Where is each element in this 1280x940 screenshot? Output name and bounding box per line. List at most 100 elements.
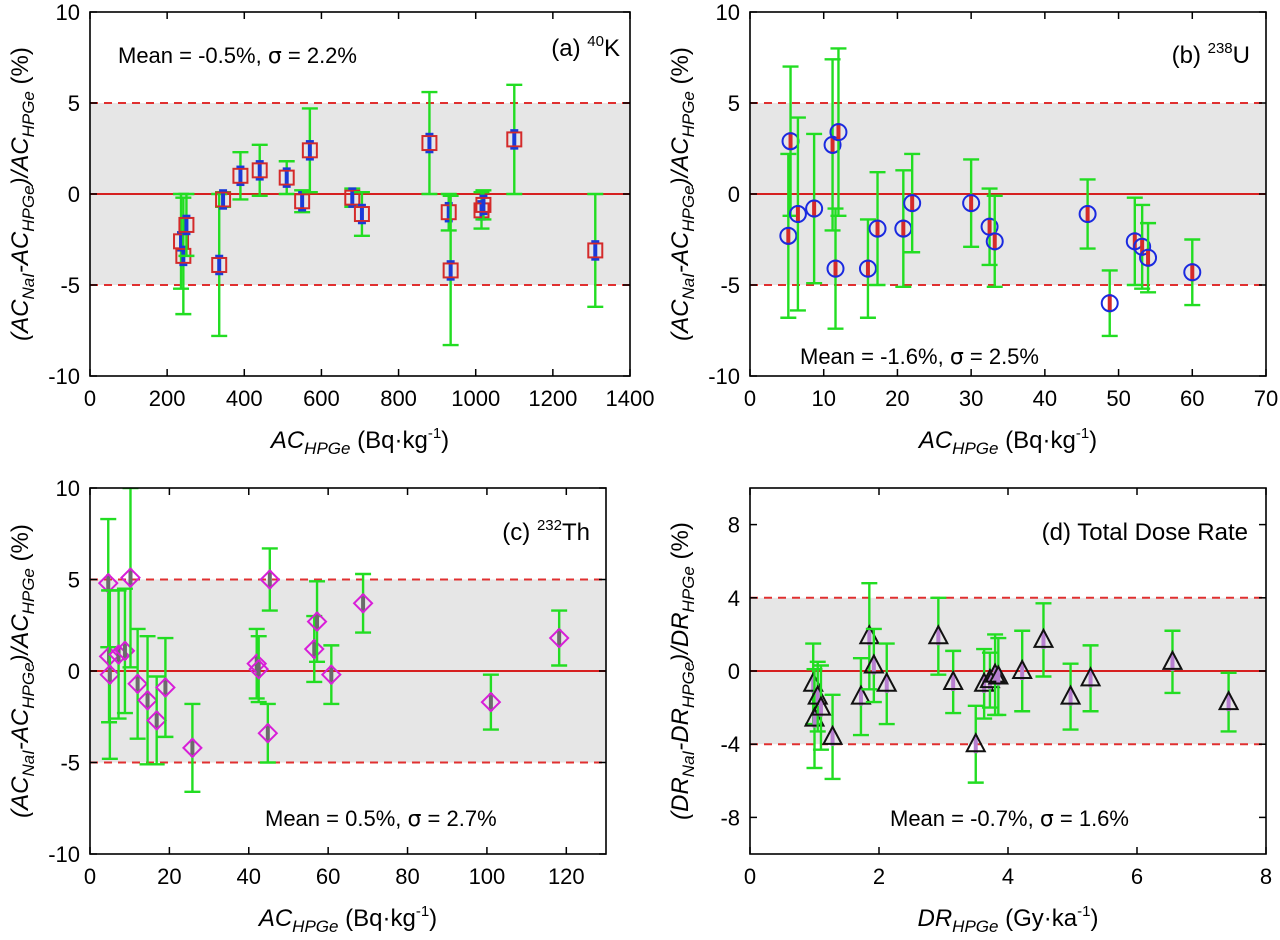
diamond-marker [137,689,158,711]
data-point [805,132,824,285]
x-axis-title: ACHPGe (Bq·kg-1) [257,903,437,936]
y-tick-label: 0 [68,659,80,684]
data-point [868,170,887,287]
diamond-marker [181,737,203,759]
square-marker [278,169,295,186]
y-tick-label: 5 [728,91,740,116]
triangle-marker [803,706,826,727]
triangle-marker [850,684,872,705]
x-tick-label: 100 [469,864,506,889]
triangle-marker [1059,684,1082,705]
x-tick-label: 600 [303,386,340,411]
square-marker [251,162,268,179]
circle-marker [1139,248,1158,267]
data-point [1032,602,1055,678]
circle-marker [1183,263,1202,282]
data-point [278,160,295,196]
x-tick-label: 4 [1002,864,1014,889]
y-tick-label: -5 [720,273,740,298]
diamond-marker [120,567,141,589]
data-point [248,635,270,704]
triangle-marker [987,664,1009,685]
data-point [475,189,492,221]
triangle-marker [1079,666,1102,687]
x-tick-label: 8 [1260,864,1272,889]
data-point [352,572,374,634]
diamond-marker [352,592,374,614]
x-tick-label: 800 [380,386,417,411]
x-tick-label: 80 [395,864,419,889]
data-point [788,116,807,312]
data-point [1079,644,1102,713]
circle-marker [1100,294,1119,313]
triangle-marker [876,671,898,692]
data-point [211,192,228,338]
data-point [251,143,268,198]
y-tick-label: 0 [728,182,740,207]
data-point [987,636,1009,717]
x-tick-label: 10 [811,386,835,411]
data-points [802,581,1240,784]
x-tick-label: 0 [84,864,96,889]
panel-b: 0 10 20 30 40 50 60 70 -10 -5 0 5 10 (b) 238U Mean =… [667,0,1278,458]
data-point [876,642,898,726]
data-point [1011,629,1033,713]
data-point [850,656,872,737]
data-points [779,47,1202,338]
square-marker [421,135,438,152]
x-tick-label: 1400 [606,386,655,411]
x-tick-label: 1000 [451,386,500,411]
circle-marker [829,123,848,142]
stats-annotation: Mean = 0.5%, σ = 2.7% [265,806,497,832]
x-axis-title: ACHPGe (Bq·kg-1) [917,425,1097,458]
data-point [146,675,168,766]
x-tick-label: 0 [744,386,756,411]
panel-d: 0 2 4 6 8 -8 -4 0 4 8 (d) Total Dose Rate Mean = … [667,487,1272,936]
x-tick-label: 400 [226,386,263,411]
diamond-marker [99,664,121,686]
panel-label: (d) Total Dose Rate [1042,519,1248,546]
triangle-marker [965,732,987,753]
circle-marker [1078,205,1097,224]
y-tick-label: 0 [68,182,80,207]
x-axis-title: DRHPGe (Gy·ka-1) [918,903,1099,936]
data-point [353,190,370,238]
circle-marker [805,199,824,218]
diamond-marker [146,709,168,731]
data-point [215,189,232,210]
x-tick-label: 20 [157,864,181,889]
data-point [803,667,826,770]
diamond-marker [248,658,270,680]
data-point [942,649,964,715]
data-point [810,664,832,751]
square-marker [506,131,523,148]
data-point [181,702,203,793]
circle-marker [788,205,807,224]
y-tick-label: -10 [48,842,80,867]
y-axis-title: (ACNaI-ACHPGe)/ACHPGe (%) [667,47,698,341]
y-tick-label: -4 [720,732,740,757]
data-point [294,189,311,214]
y-tick-label: 0 [728,659,740,684]
data-point [1133,203,1152,290]
x-tick-label: 40 [237,864,261,889]
data-point [155,636,176,739]
square-marker [475,196,492,213]
stats-annotation: Mean = -0.7%, σ = 1.6% [890,806,1129,832]
diamond-marker [127,673,149,695]
x-tick-label: 60 [316,864,340,889]
square-marker [211,256,228,273]
data-point [1059,662,1082,731]
y-tick-label: -5 [60,273,80,298]
data-point [863,627,885,704]
square-marker [301,142,318,159]
data-point [779,152,798,319]
x-tick-label: 1200 [528,386,577,411]
diamond-marker [155,677,176,698]
x-tick-label: 60 [1180,386,1204,411]
data-point [965,704,987,784]
square-marker [353,206,370,223]
data-point [587,192,604,309]
data-point [1183,238,1202,307]
